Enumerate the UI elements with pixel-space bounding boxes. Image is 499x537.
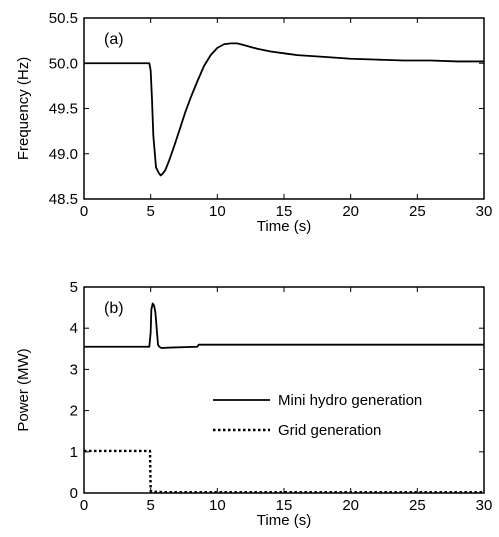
y-tick-label: 2	[70, 403, 78, 420]
x-axis-title: Time (s)	[257, 512, 311, 529]
x-tick-label: 15	[276, 497, 293, 514]
panel-label: (b)	[104, 300, 124, 317]
x-tick-label: 25	[409, 497, 426, 514]
series-line-0	[84, 42, 484, 177]
x-tick-label: 5	[146, 497, 154, 514]
series-line-grid-generation	[84, 449, 484, 494]
x-tick-label: 5	[146, 203, 154, 220]
y-tick-label: 50.0	[49, 55, 78, 72]
series-line-mini-hydro-generation	[84, 302, 484, 349]
x-tick-label: 30	[476, 497, 493, 514]
x-tick-label: 25	[409, 203, 426, 220]
plot-frame	[83, 17, 485, 200]
x-tick-label: 30	[476, 203, 493, 220]
y-tick-label: 1	[70, 444, 78, 461]
y-tick-label: 48.5	[49, 191, 78, 208]
x-tick-label: 20	[342, 203, 359, 220]
legend-label: Grid generation	[278, 422, 381, 439]
plot-frame	[83, 286, 485, 494]
x-tick-label: 0	[80, 497, 88, 514]
y-axis-title: Frequency (Hz)	[15, 57, 32, 160]
panel-b-power-chart: 0 5 10 15 20 25 30 0 1 2 3 4 5 Time (s) Power (MW) (b) M…	[15, 279, 492, 529]
x-tick-label: 15	[276, 203, 293, 220]
x-axis-title: Time (s)	[257, 218, 311, 235]
panel-a-frequency-chart: 0 5 10 15 20 25 30 48.5 49.0 49.5 50.0 50.5 Time (s)…	[15, 10, 492, 235]
x-tick-label: 10	[209, 497, 226, 514]
panel-label: (a)	[104, 31, 124, 48]
y-axis-title: Power (MW)	[15, 348, 32, 431]
x-tick-label: 20	[342, 497, 359, 514]
y-tick-label: 49.0	[49, 146, 78, 163]
y-tick-label: 4	[70, 320, 78, 337]
y-tick-label: 49.5	[49, 101, 78, 118]
legend-label: Mini hydro generation	[278, 392, 422, 409]
x-tick-label: 10	[209, 203, 226, 220]
y-tick-label: 50.5	[49, 10, 78, 27]
y-tick-label: 3	[70, 361, 78, 378]
x-tick-label: 0	[80, 203, 88, 220]
y-tick-label: 0	[70, 485, 78, 502]
y-tick-label: 5	[70, 279, 78, 296]
